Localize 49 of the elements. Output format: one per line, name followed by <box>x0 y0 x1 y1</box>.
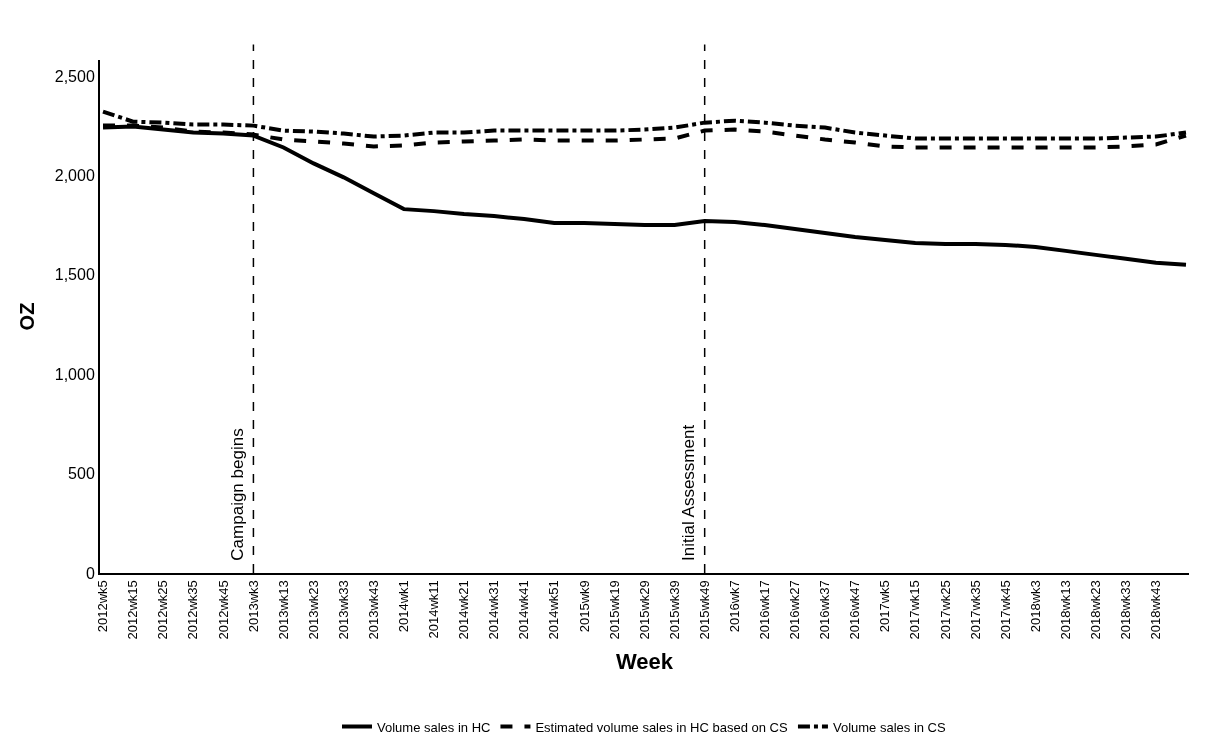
x-tick-label: 2012wk25 <box>155 580 171 640</box>
x-tick-label: 2015wk39 <box>666 580 682 640</box>
x-tick-label: 2016wk7 <box>726 580 742 633</box>
x-tick-label: 2015wk49 <box>696 580 712 640</box>
legend-label: Volume sales in CS <box>832 719 947 735</box>
x-tick-label: 2016wk27 <box>787 580 803 640</box>
x-tick-label: 2012wk35 <box>185 580 201 640</box>
x-tick-label: 2014wk41 <box>516 580 532 640</box>
x-tick-label: 2013wk33 <box>335 580 351 640</box>
x-tick-label: 2017wk25 <box>937 580 953 640</box>
x-tick-label: 2018wk13 <box>1057 580 1073 640</box>
x-tick-label: 2016wk47 <box>847 580 863 640</box>
x-tick-label: 2015wk19 <box>606 580 622 640</box>
x-tick-label: 2013wk13 <box>275 580 291 640</box>
x-tick-label: 2013wk3 <box>245 580 261 633</box>
x-tick-label: 2018wk23 <box>1087 580 1103 640</box>
y-axis-title: OZ <box>15 302 38 331</box>
y-tick-label: 500 <box>68 465 95 483</box>
x-tick-label: 2014wk21 <box>456 580 472 640</box>
x-tick-label: 2014wk11 <box>426 580 442 639</box>
x-tick-label: 2015wk29 <box>636 580 652 640</box>
x-tick-label: 2014wk1 <box>396 580 412 633</box>
legend-label: Volume sales in HC <box>377 719 491 735</box>
x-tick-label: 2016wk17 <box>757 580 773 640</box>
x-axis-title: Week <box>615 648 674 674</box>
x-tick-label: 2018wk33 <box>1118 580 1134 640</box>
x-tick-label: 2017wk15 <box>907 580 923 640</box>
x-tick-label: 2014wk31 <box>486 580 502 640</box>
x-tick-label: 2012wk15 <box>125 580 141 640</box>
x-tick-label: 2017wk5 <box>877 580 893 633</box>
x-tick-label: 2017wk35 <box>967 580 983 640</box>
x-tick-label: 2018wk3 <box>1027 580 1043 633</box>
x-tick-label: 2012wk5 <box>95 580 111 633</box>
x-tick-label: 2016wk37 <box>817 580 833 640</box>
x-tick-label: 2012wk45 <box>215 580 231 640</box>
x-tick-label: 2014wk51 <box>546 580 562 640</box>
x-tick-label: 2013wk23 <box>305 580 321 640</box>
x-tick-label: 2013wk43 <box>365 580 381 640</box>
ref-line-label: Campaign begins <box>228 428 248 561</box>
legend-label: Estimated volume sales in HC based on CS <box>535 719 788 735</box>
ref-line-label: Initial Assessment <box>679 424 699 561</box>
y-tick-label: 2,000 <box>54 166 95 184</box>
y-tick-label: 0 <box>85 564 95 582</box>
y-tick-label: 1,000 <box>54 365 95 383</box>
y-tick-label: 2,500 <box>54 67 95 85</box>
x-tick-label: 2018wk43 <box>1148 580 1164 640</box>
x-tick-label: 2017wk45 <box>997 580 1013 640</box>
y-tick-label: 1,500 <box>54 266 95 284</box>
x-tick-label: 2015wk9 <box>576 580 592 633</box>
